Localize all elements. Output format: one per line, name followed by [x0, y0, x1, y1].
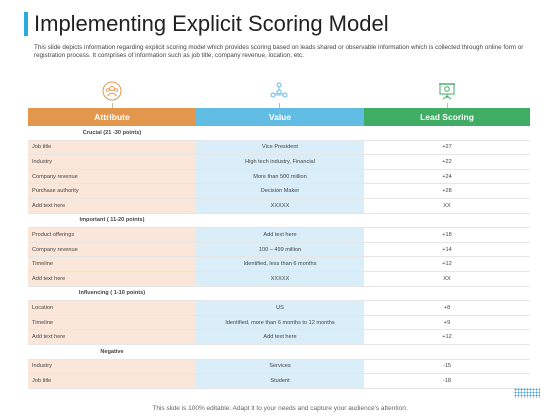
score-cell: +24: [364, 169, 530, 184]
title-accent-bar: [24, 12, 28, 36]
score-cell: +12: [364, 257, 530, 271]
score-cell: XX: [364, 271, 530, 286]
table-row: Purchase authority Decision Maker +28: [28, 184, 530, 199]
score-cell: +8: [364, 301, 530, 315]
table-body: Crucial (21 -30 points) Job title Vice Pre…: [28, 126, 530, 389]
empty-cell: [364, 213, 530, 228]
group-row: Negative: [28, 344, 530, 360]
score-cell: +18: [364, 228, 530, 242]
group-row: Crucial (21 -30 points): [28, 126, 530, 141]
table-row: Job title Vice President +27: [28, 140, 530, 156]
group-label-cell: Important ( 11-20 points): [28, 213, 196, 228]
empty-cell: [196, 344, 364, 359]
score-cell: +22: [364, 155, 530, 169]
attribute-cell: Industry: [28, 155, 196, 169]
score-cell: +28: [364, 184, 530, 198]
score-cell: +27: [364, 140, 530, 155]
value-cell: XXXXX: [196, 271, 364, 286]
table-row: Product offerings Add text here +18: [28, 228, 530, 243]
icon-connector: [447, 103, 448, 108]
group-label-cell: Influencing ( 1-10 points): [28, 286, 196, 301]
attribute-cell: Job title: [28, 374, 196, 388]
table-row: Timeline Identified, less than 6 months +1…: [28, 257, 530, 272]
score-cell: +12: [364, 330, 530, 344]
value-cell: 100 – 499 million: [196, 242, 364, 257]
header-attribute: Attribute: [28, 108, 196, 126]
value-cell: Identified, more than 6 months to 12 mon…: [196, 315, 364, 330]
attribute-cell: Location: [28, 301, 196, 315]
table-row: Company revenue 100 – 499 million +14: [28, 242, 530, 258]
attribute-cell: Purchase authority: [28, 184, 196, 198]
empty-cell: [364, 286, 530, 301]
table-row: Job title Student -18: [28, 374, 530, 389]
score-cell: +9: [364, 315, 530, 330]
value-cell: High tech industry, Financial: [196, 155, 364, 169]
group-label-cell: Negative: [28, 344, 196, 359]
table-row: Add text here Add text here +12: [28, 330, 530, 345]
empty-cell: [364, 344, 530, 359]
score-cell: -15: [364, 359, 530, 374]
empty-cell: [196, 126, 364, 140]
value-cell: Vice President: [196, 140, 364, 155]
scoring-table: Attribute Value Lead Scoring Crucial (21…: [28, 108, 530, 389]
empty-cell: [196, 286, 364, 301]
score-cell: XX: [364, 198, 530, 213]
attribute-cell: Add text here: [28, 271, 196, 286]
table-row: Industry Services -15: [28, 359, 530, 375]
value-cell: Decision Maker: [196, 184, 364, 198]
attribute-cell: Company revenue: [28, 169, 196, 184]
table-row: Location US +8: [28, 301, 530, 316]
group-row: Influencing ( 1-10 points): [28, 286, 530, 302]
header-value: Value: [196, 108, 364, 126]
icon-connector: [279, 103, 280, 108]
score-cell: -18: [364, 374, 530, 388]
network-icon: [268, 80, 290, 102]
footer-note: This slide is 100% editable. Adapt it to…: [152, 405, 408, 412]
group-label-cell: Crucial (21 -30 points): [28, 126, 196, 140]
value-cell: Services: [196, 359, 364, 374]
attribute-cell: Industry: [28, 359, 196, 374]
presentation-board-icon: [436, 80, 458, 102]
empty-cell: [196, 213, 364, 228]
empty-cell: [364, 126, 530, 140]
value-cell: XXXXX: [196, 198, 364, 213]
slide-title: Implementing Explicit Scoring Model: [34, 11, 389, 36]
attribute-cell: Job title: [28, 140, 196, 155]
value-cell: Student: [196, 374, 364, 388]
value-cell: Identified, less than 6 months: [196, 257, 364, 271]
slide-description: This slide depicts information regarding…: [34, 44, 524, 59]
score-cell: +14: [364, 242, 530, 257]
decorative-dots: [514, 388, 540, 398]
attribute-cell: Timeline: [28, 315, 196, 330]
header-lead-scoring: Lead Scoring: [364, 108, 530, 126]
table-row: Industry High tech industry, Financial +22: [28, 155, 530, 170]
group-row: Important ( 11-20 points): [28, 213, 530, 229]
table-row: Timeline Identified, more than 6 months t…: [28, 315, 530, 331]
icon-connector: [112, 103, 113, 108]
attribute-cell: Add text here: [28, 330, 196, 344]
attribute-cell: Add text here: [28, 198, 196, 213]
table-header: Attribute Value Lead Scoring: [28, 108, 530, 126]
table-row: Add text here XXXXX XX: [28, 198, 530, 214]
table-row: Company revenue More than 500 million +24: [28, 169, 530, 185]
attribute-cell: Company revenue: [28, 242, 196, 257]
attribute-cell: Product offerings: [28, 228, 196, 242]
table-row: Add text here XXXXX XX: [28, 271, 530, 287]
value-cell: More than 500 million: [196, 169, 364, 184]
value-cell: Add text here: [196, 228, 364, 242]
team-icon: [101, 80, 123, 102]
value-cell: US: [196, 301, 364, 315]
value-cell: Add text here: [196, 330, 364, 344]
attribute-cell: Timeline: [28, 257, 196, 271]
